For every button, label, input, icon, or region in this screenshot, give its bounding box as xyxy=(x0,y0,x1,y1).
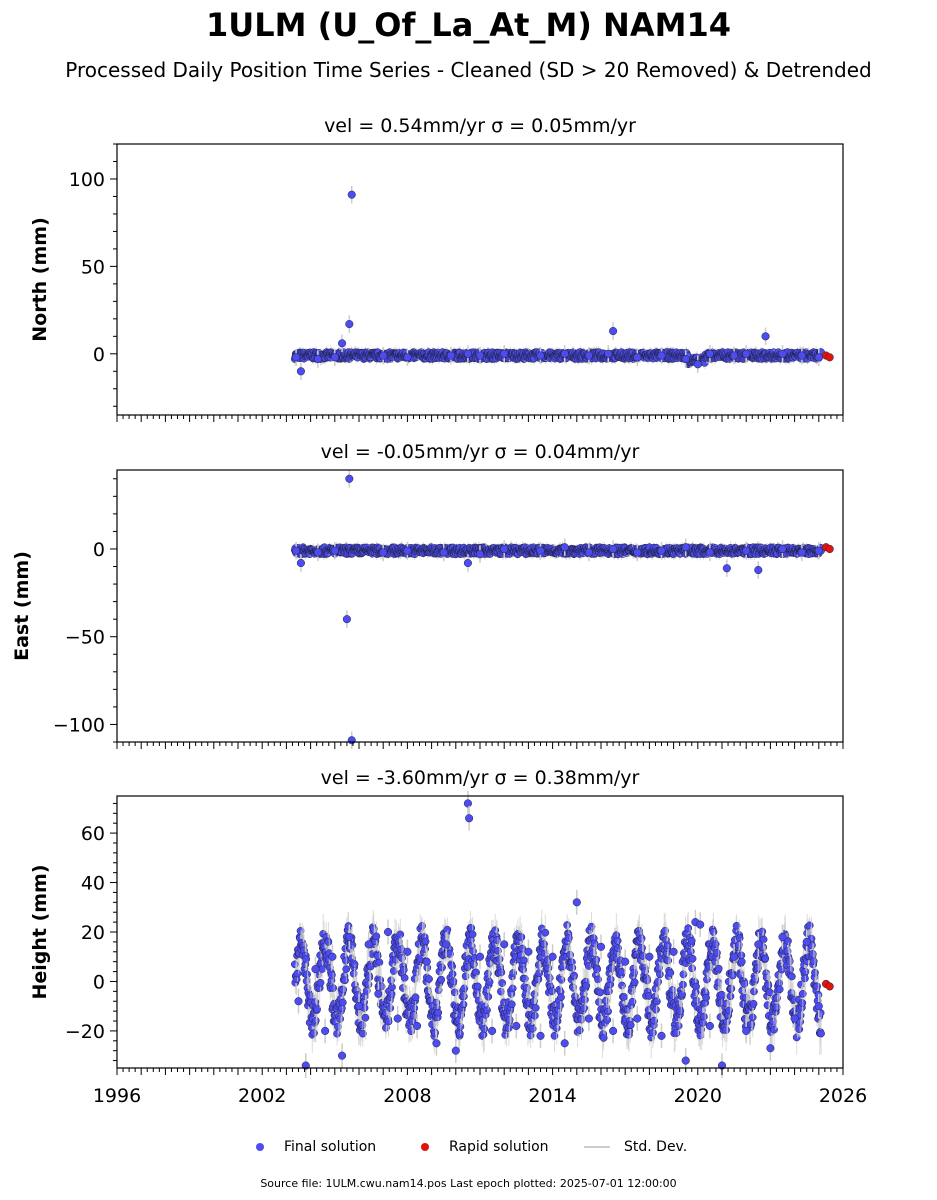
final-solution-point xyxy=(609,327,618,336)
final-solution-point xyxy=(463,349,472,358)
final-solution-point xyxy=(657,351,666,360)
final-solution-point xyxy=(742,349,751,358)
panel-north: 0 50 100 vel = 0.54mm/yr σ = 0.05mm/yr North… xyxy=(29,115,844,422)
chart-subtitle: Processed Daily Position Time Series - C… xyxy=(65,58,872,82)
y-tick-label: 50 xyxy=(81,256,105,278)
final-solution-point xyxy=(338,339,347,348)
final-solution-point xyxy=(693,360,702,369)
final-solution-point xyxy=(475,351,485,360)
chart-title: 1ULM (U_Of_La_At_M) NAM14 xyxy=(206,6,731,44)
final-solution-point xyxy=(560,349,569,358)
final-solution-point xyxy=(730,351,739,360)
final-solution-point xyxy=(446,351,456,360)
final-solution-point xyxy=(681,355,690,364)
rapid-solution-point xyxy=(825,353,834,362)
final-solution-point xyxy=(633,353,642,362)
final-solution-point xyxy=(536,351,545,360)
final-solution-point xyxy=(330,353,339,362)
final-solution-point xyxy=(584,351,593,360)
final-solution-point xyxy=(296,367,305,376)
final-solution-point xyxy=(313,355,322,364)
final-solution-point xyxy=(379,351,388,360)
final-solution-point xyxy=(292,353,301,362)
y-tick-label: 100 xyxy=(69,169,105,191)
final-solution-point xyxy=(347,190,356,199)
north-axes-frame xyxy=(116,143,844,416)
final-solution-point xyxy=(778,349,787,358)
final-solution-point xyxy=(814,353,823,362)
final-solution-point xyxy=(403,353,412,362)
final-solution-point xyxy=(705,349,714,358)
final-solution-point xyxy=(797,351,806,360)
final-solution-point xyxy=(345,320,354,329)
final-solution-point xyxy=(500,349,509,358)
final-solution-point xyxy=(761,332,770,341)
final-solution-point xyxy=(604,349,613,358)
north-axis-label: North (mm) xyxy=(29,217,51,342)
north-panel-title: vel = 0.54mm/yr σ = 0.05mm/yr xyxy=(324,115,636,137)
y-tick-label: 0 xyxy=(93,344,105,366)
